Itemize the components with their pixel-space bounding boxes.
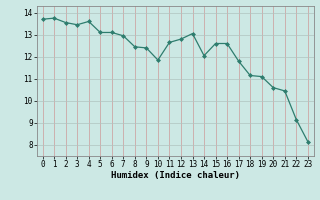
X-axis label: Humidex (Indice chaleur): Humidex (Indice chaleur): [111, 171, 240, 180]
